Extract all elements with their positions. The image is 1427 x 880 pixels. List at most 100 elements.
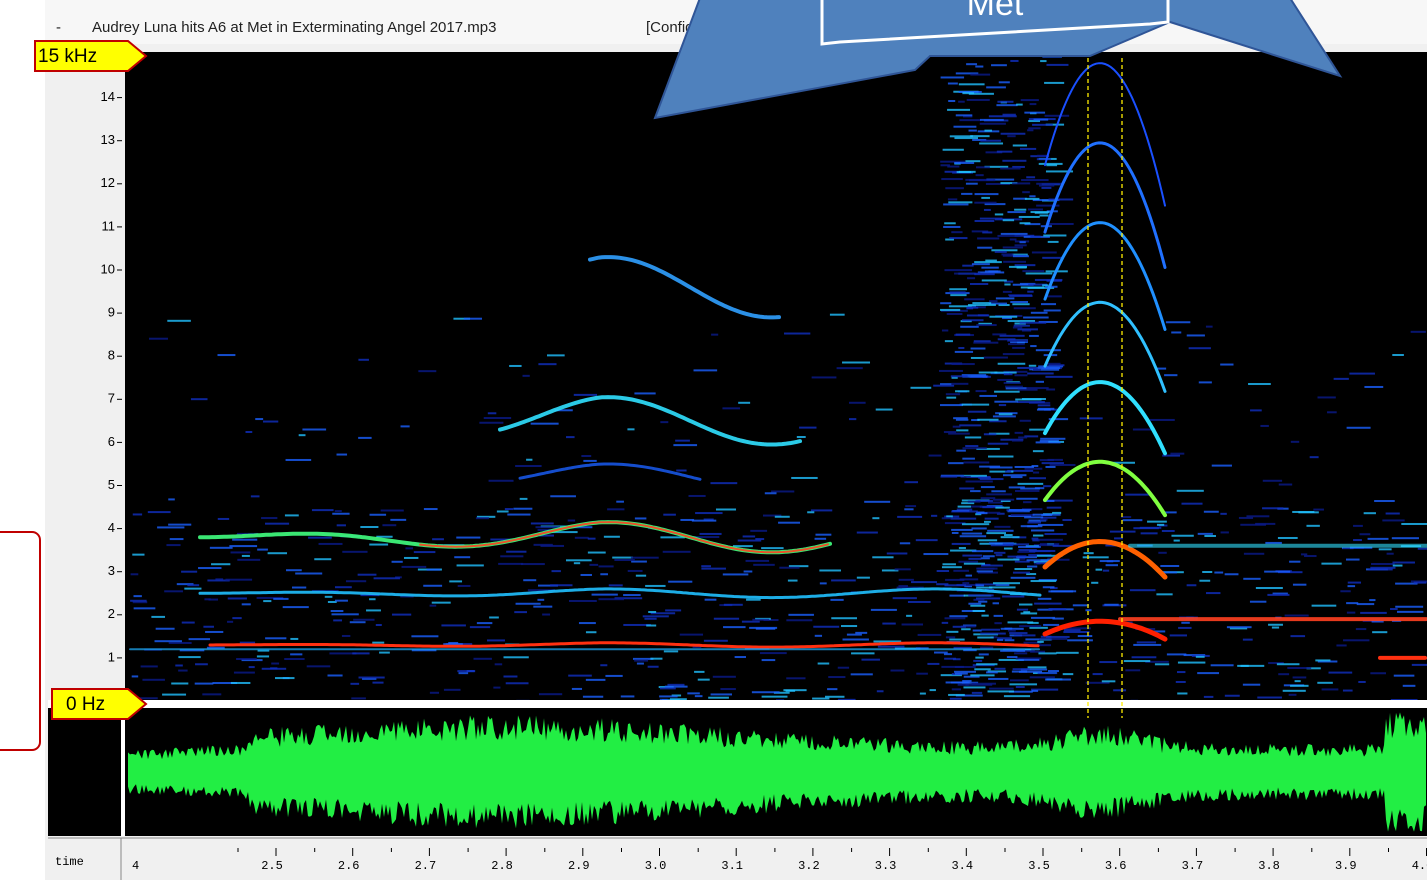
noise [1242, 638, 1253, 641]
noise [1211, 464, 1232, 467]
noise [1012, 165, 1025, 168]
noise [1109, 530, 1136, 533]
noise [1017, 550, 1036, 553]
noise [1010, 513, 1035, 516]
noise [1014, 634, 1036, 637]
noise [799, 426, 817, 429]
noise [953, 670, 976, 673]
noise [578, 622, 596, 625]
noise [759, 652, 787, 655]
noise [1023, 316, 1049, 319]
noise [894, 568, 911, 571]
noise [994, 390, 1020, 393]
noise [905, 505, 917, 508]
noise [1025, 272, 1053, 275]
noise [1395, 605, 1424, 608]
noise [1031, 537, 1039, 540]
noise [984, 270, 1001, 273]
noise [498, 562, 524, 565]
noise [1030, 235, 1041, 238]
noise [964, 585, 972, 588]
noise [753, 563, 775, 566]
noise [970, 73, 991, 76]
noise [1039, 184, 1055, 187]
noise [974, 261, 1002, 264]
noise [882, 622, 896, 625]
noise [1003, 547, 1013, 550]
noise [992, 333, 1007, 336]
noise [265, 637, 287, 640]
noise [943, 431, 957, 434]
noise [961, 532, 983, 535]
noise [336, 453, 348, 456]
noise [583, 459, 597, 462]
config-button[interactable]: [Config [646, 19, 694, 36]
noise [514, 611, 527, 614]
noise [997, 234, 1021, 237]
noise [933, 384, 955, 387]
noise [209, 546, 233, 549]
noise [743, 570, 753, 573]
frequency-tick-label: 14 [101, 89, 115, 104]
noise [1178, 626, 1192, 629]
frequency-tick-label: 3 [108, 563, 115, 578]
noise [1046, 279, 1062, 282]
noise [1022, 387, 1049, 390]
noise [1010, 341, 1028, 344]
noise [961, 403, 990, 406]
noise [987, 690, 1014, 693]
noise [1242, 683, 1261, 686]
noise [946, 396, 957, 399]
noise [591, 593, 618, 596]
noise [778, 521, 801, 524]
frequency-tick-label: 9 [108, 305, 115, 320]
noise [755, 627, 776, 630]
noise [1370, 672, 1387, 675]
noise [349, 621, 366, 624]
noise [271, 662, 280, 665]
noise [990, 636, 998, 639]
noise [1034, 487, 1045, 490]
noise [1000, 627, 1024, 630]
noise [999, 334, 1025, 337]
noise [1047, 222, 1074, 225]
noise [526, 458, 533, 461]
noise [1199, 579, 1211, 582]
noise [646, 624, 657, 627]
harmonic-trace [1043, 459, 1167, 518]
noise [520, 563, 545, 566]
noise [971, 550, 994, 553]
noise [1262, 507, 1284, 510]
noise [230, 681, 251, 684]
noise [940, 308, 961, 311]
noise [979, 465, 1001, 468]
noise [771, 490, 795, 493]
noise [1012, 571, 1031, 574]
noise [942, 563, 956, 566]
noise [1133, 643, 1162, 646]
noise [1369, 599, 1376, 602]
noise [1224, 573, 1239, 576]
noise [456, 564, 484, 567]
noise [391, 613, 412, 616]
noise [992, 602, 1000, 605]
noise [132, 553, 145, 556]
noise [1125, 669, 1141, 672]
noise [872, 517, 880, 520]
noise [567, 519, 576, 522]
menu-dash[interactable]: - [56, 19, 61, 36]
noise [946, 630, 959, 633]
noise [660, 536, 685, 539]
noise [634, 659, 649, 662]
noise [1210, 664, 1234, 667]
noise [413, 551, 436, 554]
noise [1012, 255, 1029, 258]
noise [1306, 667, 1321, 670]
noise [645, 584, 666, 587]
noise [1292, 583, 1307, 586]
noise [943, 225, 961, 228]
noise [997, 100, 1014, 103]
noise [955, 72, 979, 75]
noise [951, 688, 961, 691]
noise [851, 652, 875, 655]
